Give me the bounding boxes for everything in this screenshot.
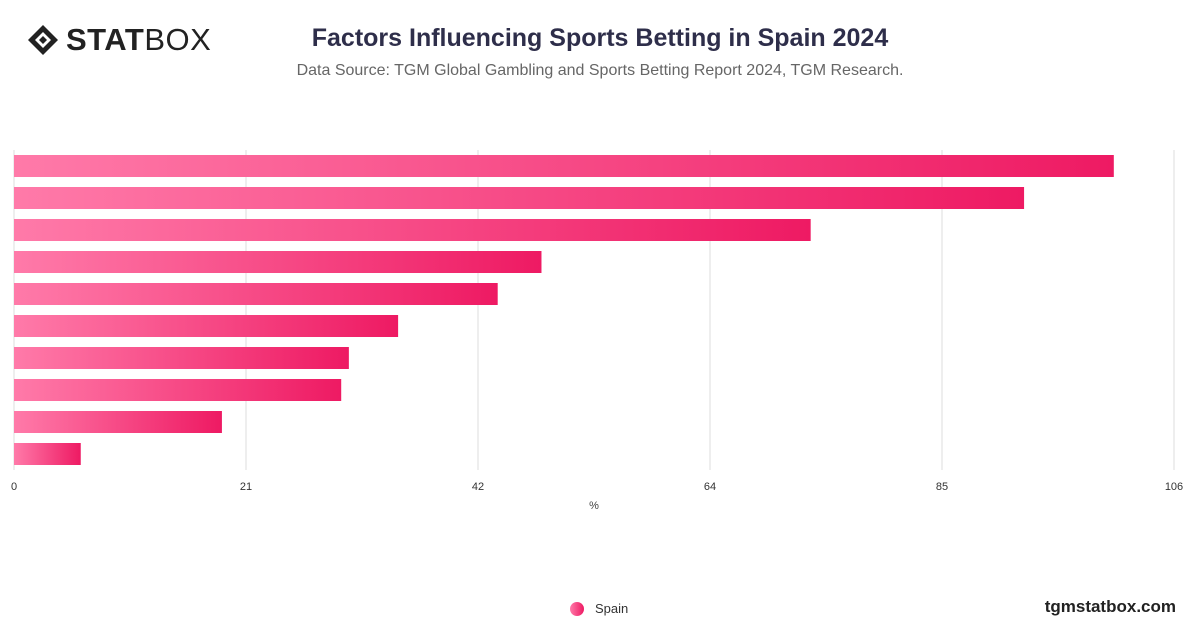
bars	[14, 155, 1114, 465]
watermark: tgmstatbox.com	[1044, 597, 1176, 616]
x-axis-label: %	[589, 500, 599, 512]
x-tick-label: 85	[936, 481, 948, 493]
legend[interactable]: Spain	[570, 601, 628, 616]
bar[interactable]	[14, 347, 349, 369]
chart-subtitle: Data Source: TGM Global Gambling and Spo…	[296, 62, 904, 79]
x-tick-label: 0	[11, 481, 17, 493]
bar[interactable]	[14, 411, 222, 433]
x-tick-label: 21	[240, 481, 252, 493]
x-axis-ticks: 0 21 42 64 85 106	[11, 481, 1183, 493]
statbox-logo: STATBOX	[26, 22, 211, 58]
legend-label: Spain	[595, 601, 629, 616]
legend-swatch	[570, 601, 584, 616]
x-tick-label: 64	[704, 481, 716, 493]
bar[interactable]	[14, 283, 498, 305]
bar[interactable]	[14, 187, 1025, 209]
bar[interactable]	[14, 379, 342, 401]
chart-title: Factors Influencing Sports Betting in Sp…	[311, 24, 889, 52]
logo-text: STATBOX	[66, 22, 211, 58]
bar[interactable]	[14, 155, 1114, 177]
x-tick-label: 106	[1165, 481, 1183, 493]
bar[interactable]	[14, 443, 81, 465]
bar[interactable]	[14, 315, 399, 337]
x-tick-label: 42	[472, 481, 484, 493]
statbox-diamond-icon	[28, 25, 58, 55]
bar[interactable]	[14, 251, 542, 273]
logo-text-bold: STAT	[66, 22, 145, 57]
logo-text-light: BOX	[144, 22, 212, 57]
bar[interactable]	[14, 219, 811, 241]
